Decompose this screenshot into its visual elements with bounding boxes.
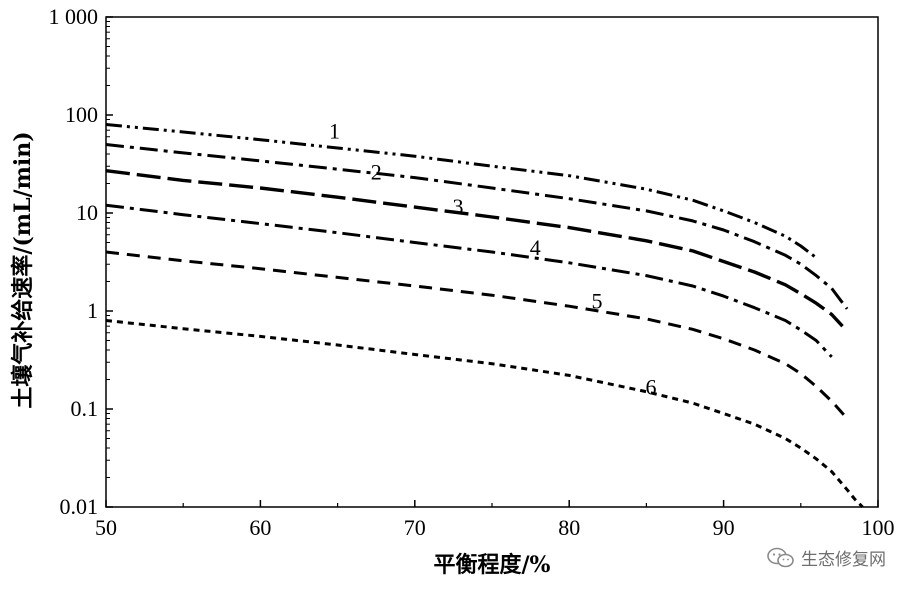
x-axis-title: 平衡程度/% — [434, 552, 551, 578]
curve-labels-layer: 1 2 3 4 5 6 — [329, 118, 657, 399]
curve-label-2: 2 — [371, 159, 382, 184]
curve-label-4: 4 — [530, 235, 541, 260]
y-tick-label: 1 — [87, 298, 98, 323]
curve-label-3: 3 — [453, 194, 464, 219]
series-line-3 — [105, 169, 844, 328]
series-line-6 — [105, 319, 864, 509]
x-tick-label: 90 — [713, 515, 735, 540]
series-line-5 — [105, 250, 849, 420]
series-line-2 — [105, 143, 849, 310]
tick-labels-layer: 50 60 70 80 90 100 0.01 0.1 1 10 100 1 000 — [49, 4, 895, 540]
series-line-1 — [105, 123, 818, 259]
x-tick-label: 60 — [249, 515, 271, 540]
y-tick-label: 10 — [76, 200, 98, 225]
curve-label-5: 5 — [591, 289, 602, 314]
plot-frame — [105, 16, 879, 508]
x-tick-label: 100 — [862, 515, 895, 540]
y-tick-label: 0.01 — [60, 494, 99, 519]
ticks-layer — [105, 16, 879, 508]
watermark-text: 生态修复网 — [801, 550, 886, 570]
series-line-4 — [105, 203, 833, 358]
curve-label-1: 1 — [329, 118, 340, 143]
y-tick-label: 1 000 — [49, 4, 99, 29]
curve-label-6: 6 — [646, 375, 657, 400]
y-axis-title: 土壤气补给速率/(mL/min) — [10, 131, 36, 408]
curves-layer — [105, 123, 864, 509]
watermark: 生态修复网 — [767, 545, 886, 570]
x-tick-label: 50 — [95, 515, 117, 540]
y-tick-label: 100 — [65, 102, 98, 127]
x-tick-label: 80 — [558, 515, 580, 540]
x-tick-label: 70 — [404, 515, 426, 540]
wechat-icon — [767, 547, 794, 567]
y-tick-label: 0.1 — [71, 396, 99, 421]
